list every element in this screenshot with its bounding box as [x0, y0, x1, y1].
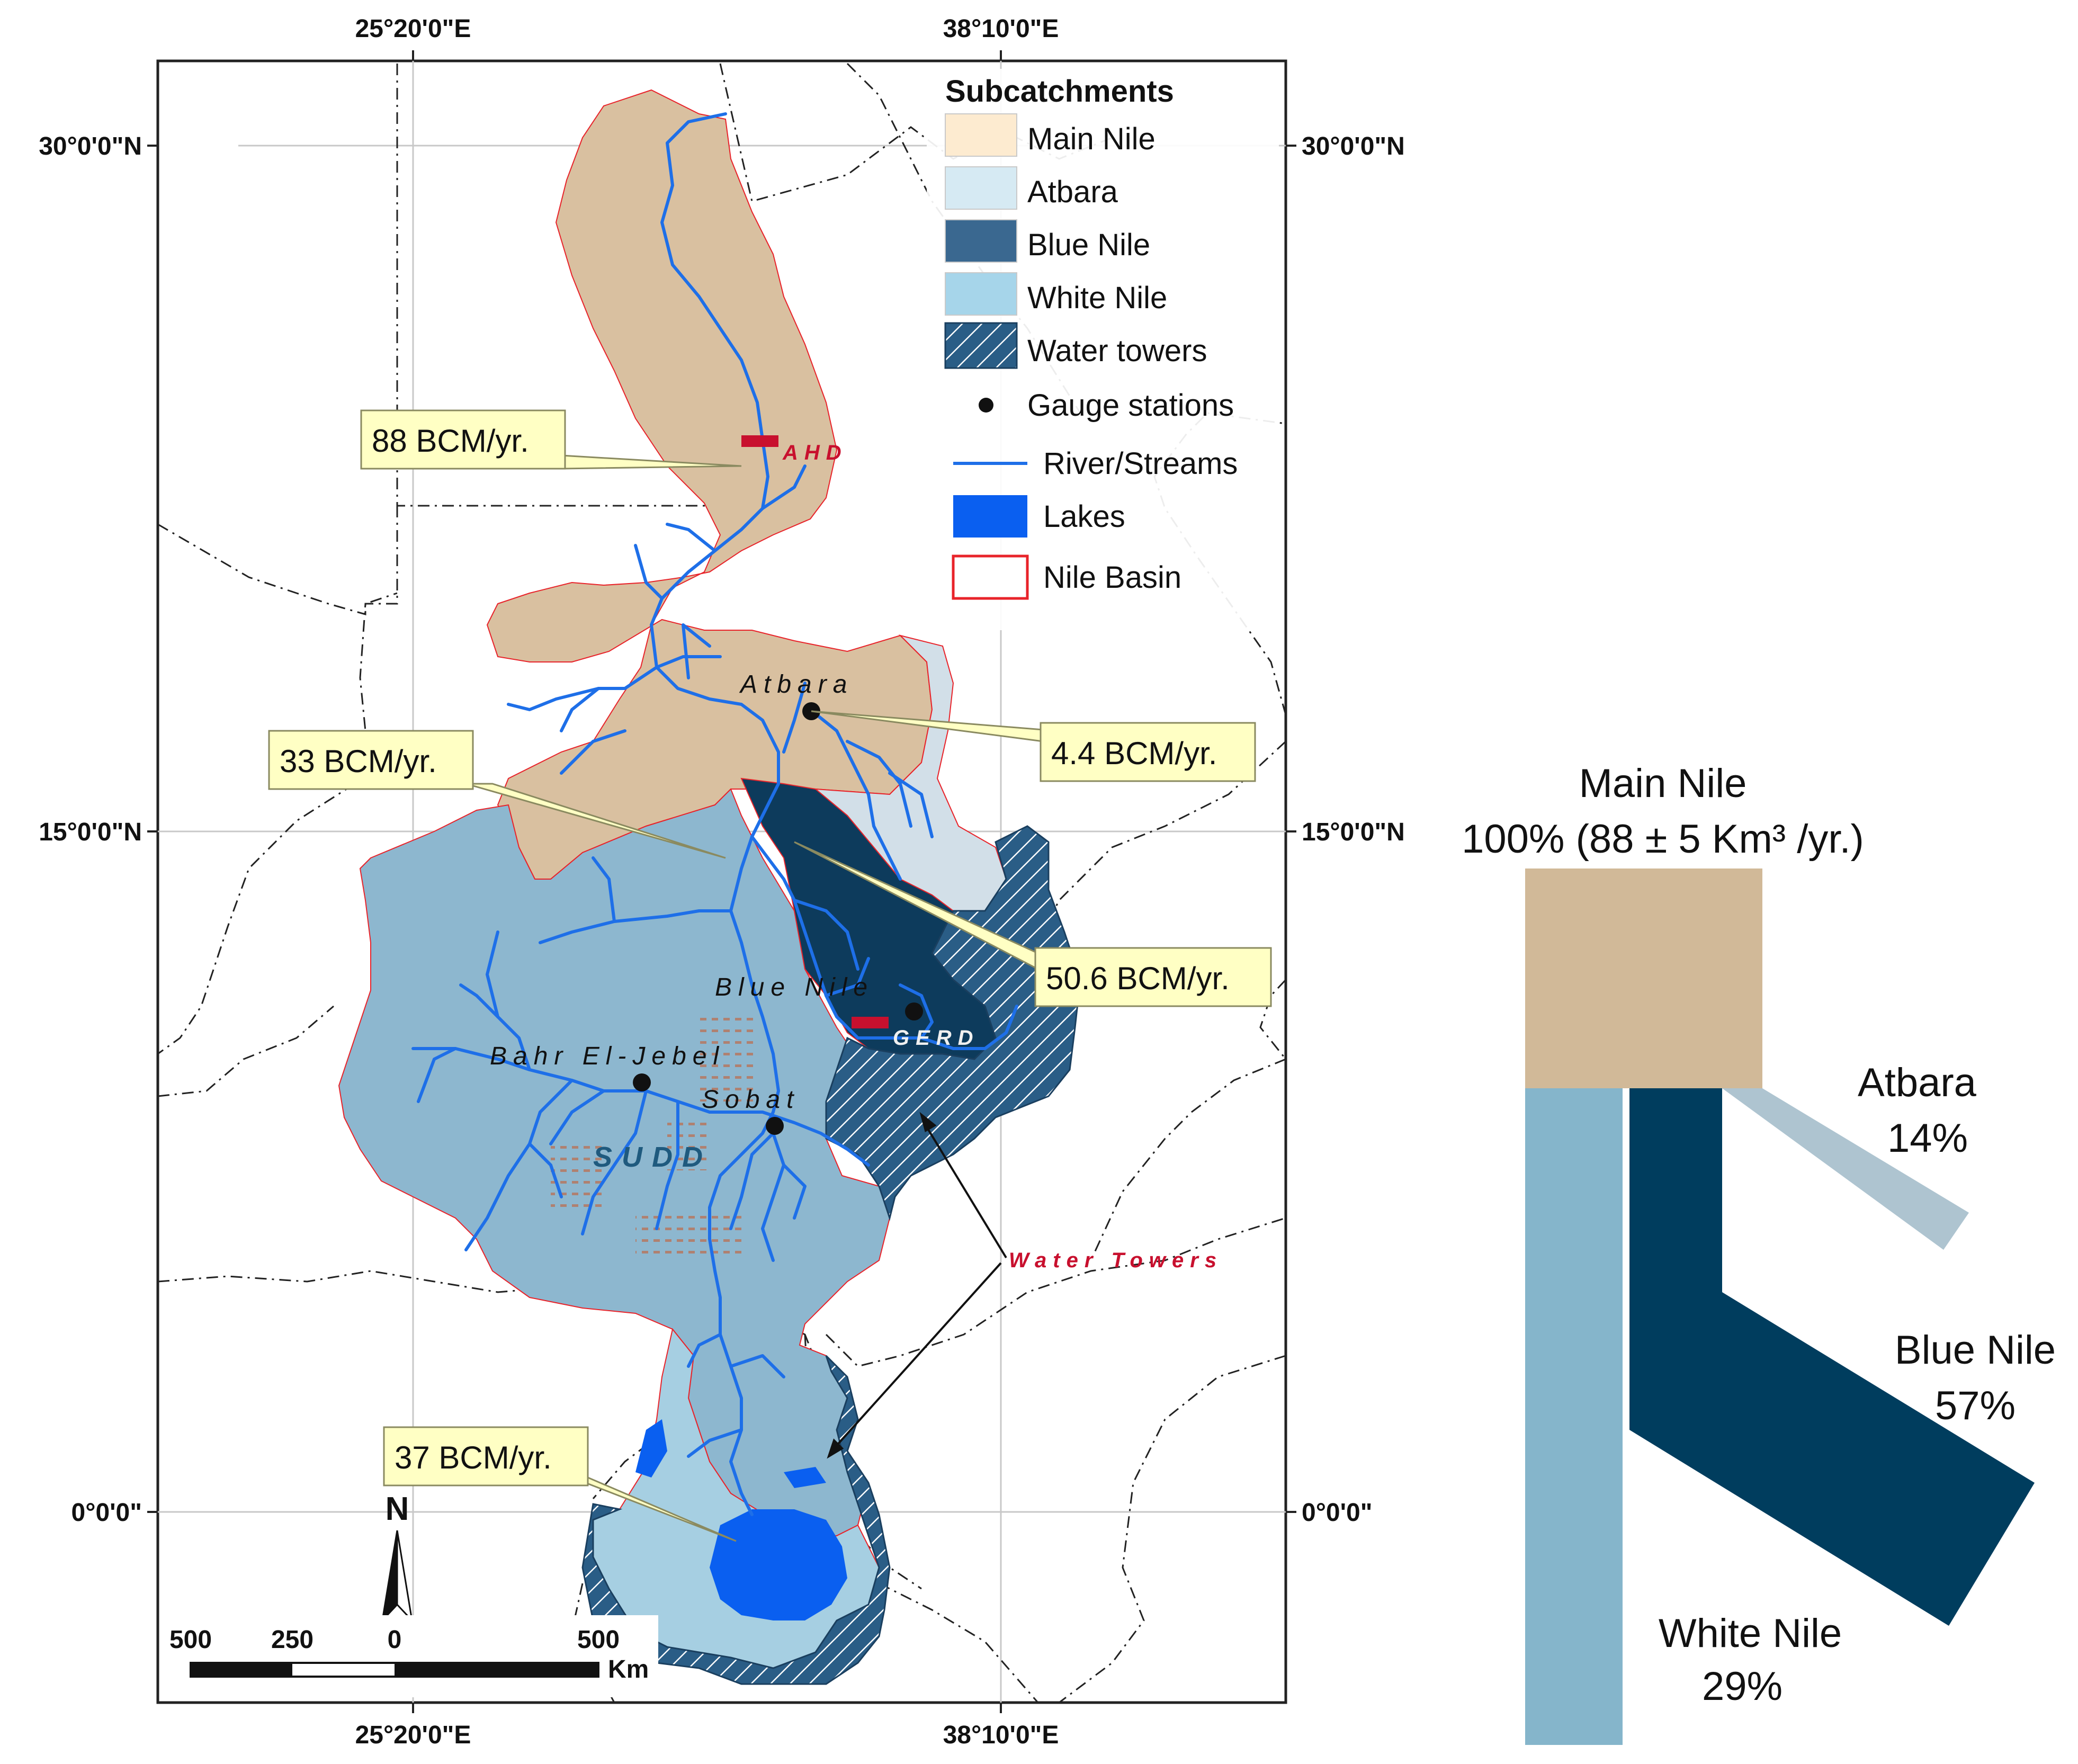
- legend-main-nile-label: Main Nile: [1027, 122, 1156, 156]
- flow-main-nile-block: [1525, 868, 1762, 1088]
- legend-title: Subcatchments: [945, 74, 1174, 109]
- scale-tick-500-left: 500: [169, 1626, 212, 1654]
- label-ahd: AHD: [782, 441, 848, 464]
- legend-atbara-label: Atbara: [1027, 175, 1118, 209]
- label-blue-nile: Blue Nile: [715, 973, 874, 1001]
- legend-white-nile-label: White Nile: [1027, 281, 1167, 315]
- flow-blue-nile-percent: 57%: [1935, 1383, 2016, 1428]
- flow-atbara-name: Atbara: [1858, 1060, 1977, 1105]
- north-label: N: [386, 1491, 409, 1527]
- legend-nile-basin-label: Nile Basin: [1043, 560, 1181, 595]
- flow-atbara-branch: [1722, 1088, 1969, 1250]
- map-legend: Subcatchments Main Nile Atbara Blue Nile…: [927, 69, 1279, 630]
- callout-atbara: 4.4 BCM/yr.: [811, 710, 1256, 782]
- flow-blue-nile-branch: [1629, 1088, 2035, 1626]
- label-sudd: SUDD: [593, 1141, 712, 1173]
- main-nile-catchment: [486, 89, 933, 880]
- callout-ahd: 88 BCM/yr.: [360, 409, 742, 470]
- label-atbara: Atbara: [739, 670, 853, 699]
- left-lat-0: 0°0'0": [71, 1499, 142, 1527]
- legend-lakes-label: Lakes: [1043, 499, 1125, 534]
- callout-blue-nile: 50.6 BCM/yr.: [794, 841, 1272, 1007]
- graticule-ticks: [147, 50, 1296, 1713]
- callout-ahd-text: 88 BCM/yr.: [372, 423, 529, 459]
- flow-white-nile-name: White Nile: [1659, 1611, 1842, 1656]
- gauge-station-sobat: [766, 1117, 784, 1135]
- legend-gauge-symbol: [979, 398, 993, 413]
- callout-blue-nile-text: 50.6 BCM/yr.: [1046, 961, 1230, 996]
- legend-lakes-swatch: [953, 495, 1027, 538]
- top-lon-2: 38°10'0"E: [943, 15, 1059, 43]
- legend-atbara-swatch: [945, 166, 1017, 210]
- north-arrow: N: [381, 1491, 414, 1623]
- legend-white-nile-swatch: [945, 272, 1017, 316]
- flow-title: Main Nile: [1579, 761, 1747, 806]
- callout-atbara-text: 4.4 BCM/yr.: [1051, 736, 1217, 771]
- scale-tick-250: 250: [271, 1626, 314, 1654]
- legend-nile-basin-swatch: [952, 554, 1029, 600]
- water-towers-arrows: [827, 1112, 1007, 1459]
- scale-tick-500-right: 500: [577, 1626, 620, 1654]
- legend-river-label: River/Streams: [1043, 446, 1238, 481]
- lake-kyoga: [784, 1467, 826, 1488]
- water-tower-ethiopia: [825, 825, 1081, 1221]
- callout-lake-victoria: 37 BCM/yr.: [383, 1426, 737, 1542]
- gauge-station-blue-nile: [905, 1002, 923, 1020]
- label-bahr-el-jebel: Bahr El-Jebel: [490, 1042, 725, 1070]
- map-panel: AHD Atbara Blue Nile GERD Bahr El-Jebel …: [147, 50, 1296, 1713]
- label-gerd: GERD: [893, 1026, 980, 1050]
- right-lat-30: 30°0'0"N: [1302, 132, 1405, 160]
- right-lat-15: 15°0'0"N: [1302, 818, 1405, 846]
- flow-atbara-percent: 14%: [1887, 1116, 1968, 1161]
- legend-water-towers-swatch: [944, 322, 1018, 369]
- callout-lake-victoria-text: 37 BCM/yr.: [395, 1440, 552, 1475]
- lake-albert: [635, 1419, 667, 1478]
- subcatchments: [338, 89, 1081, 1685]
- flow-blue-nile-name: Blue Nile: [1895, 1328, 2056, 1373]
- coordinate-labels: 25°20'0"E 38°10'0"E 25°20'0"E 38°10'0"E …: [39, 15, 1405, 1749]
- sudd-wetland: [551, 1017, 757, 1260]
- label-sobat: Sobat: [702, 1086, 800, 1114]
- gauge-station-bahr-el-jebel: [633, 1073, 651, 1091]
- flow-diagram: Main Nile 100% (88 ± 5 Km³ /yr.) Atbara …: [1462, 761, 2056, 1745]
- label-water-towers: Water Towers: [1009, 1249, 1223, 1272]
- scale-unit: Km: [608, 1655, 649, 1684]
- callout-white-nile-text: 33 BCM/yr.: [280, 744, 437, 779]
- flow-white-nile-percent: 29%: [1702, 1664, 1783, 1709]
- legend-main-nile-swatch: [945, 113, 1017, 157]
- legend-blue-nile-label: Blue Nile: [1027, 228, 1150, 262]
- river-network: [411, 112, 1018, 1516]
- left-lat-15: 15°0'0"N: [39, 818, 142, 846]
- legend-water-towers-label: Water towers: [1027, 334, 1207, 368]
- right-lat-0: 0°0'0": [1302, 1499, 1372, 1527]
- flow-white-nile-branch: [1525, 1088, 1623, 1745]
- bottom-lon-2: 38°10'0"E: [943, 1721, 1059, 1749]
- bottom-lon-1: 25°20'0"E: [355, 1721, 471, 1749]
- legend-gauge-label: Gauge stations: [1027, 388, 1234, 423]
- left-lat-30: 30°0'0"N: [39, 132, 142, 160]
- ahd-dam-marker: [741, 435, 778, 447]
- flow-subtitle: 100% (88 ± 5 Km³ /yr.): [1462, 817, 1864, 862]
- water-tower-equatorial: [581, 1355, 891, 1685]
- callout-white-nile: 33 BCM/yr.: [268, 730, 726, 859]
- top-lon-1: 25°20'0"E: [355, 15, 471, 43]
- scale-bar: 500 250 0 500 Km: [160, 1615, 658, 1697]
- gerd-dam-marker: [852, 1017, 889, 1028]
- lake-victoria: [710, 1509, 847, 1620]
- legend-blue-nile-swatch: [945, 219, 1017, 263]
- scale-tick-0: 0: [388, 1626, 402, 1654]
